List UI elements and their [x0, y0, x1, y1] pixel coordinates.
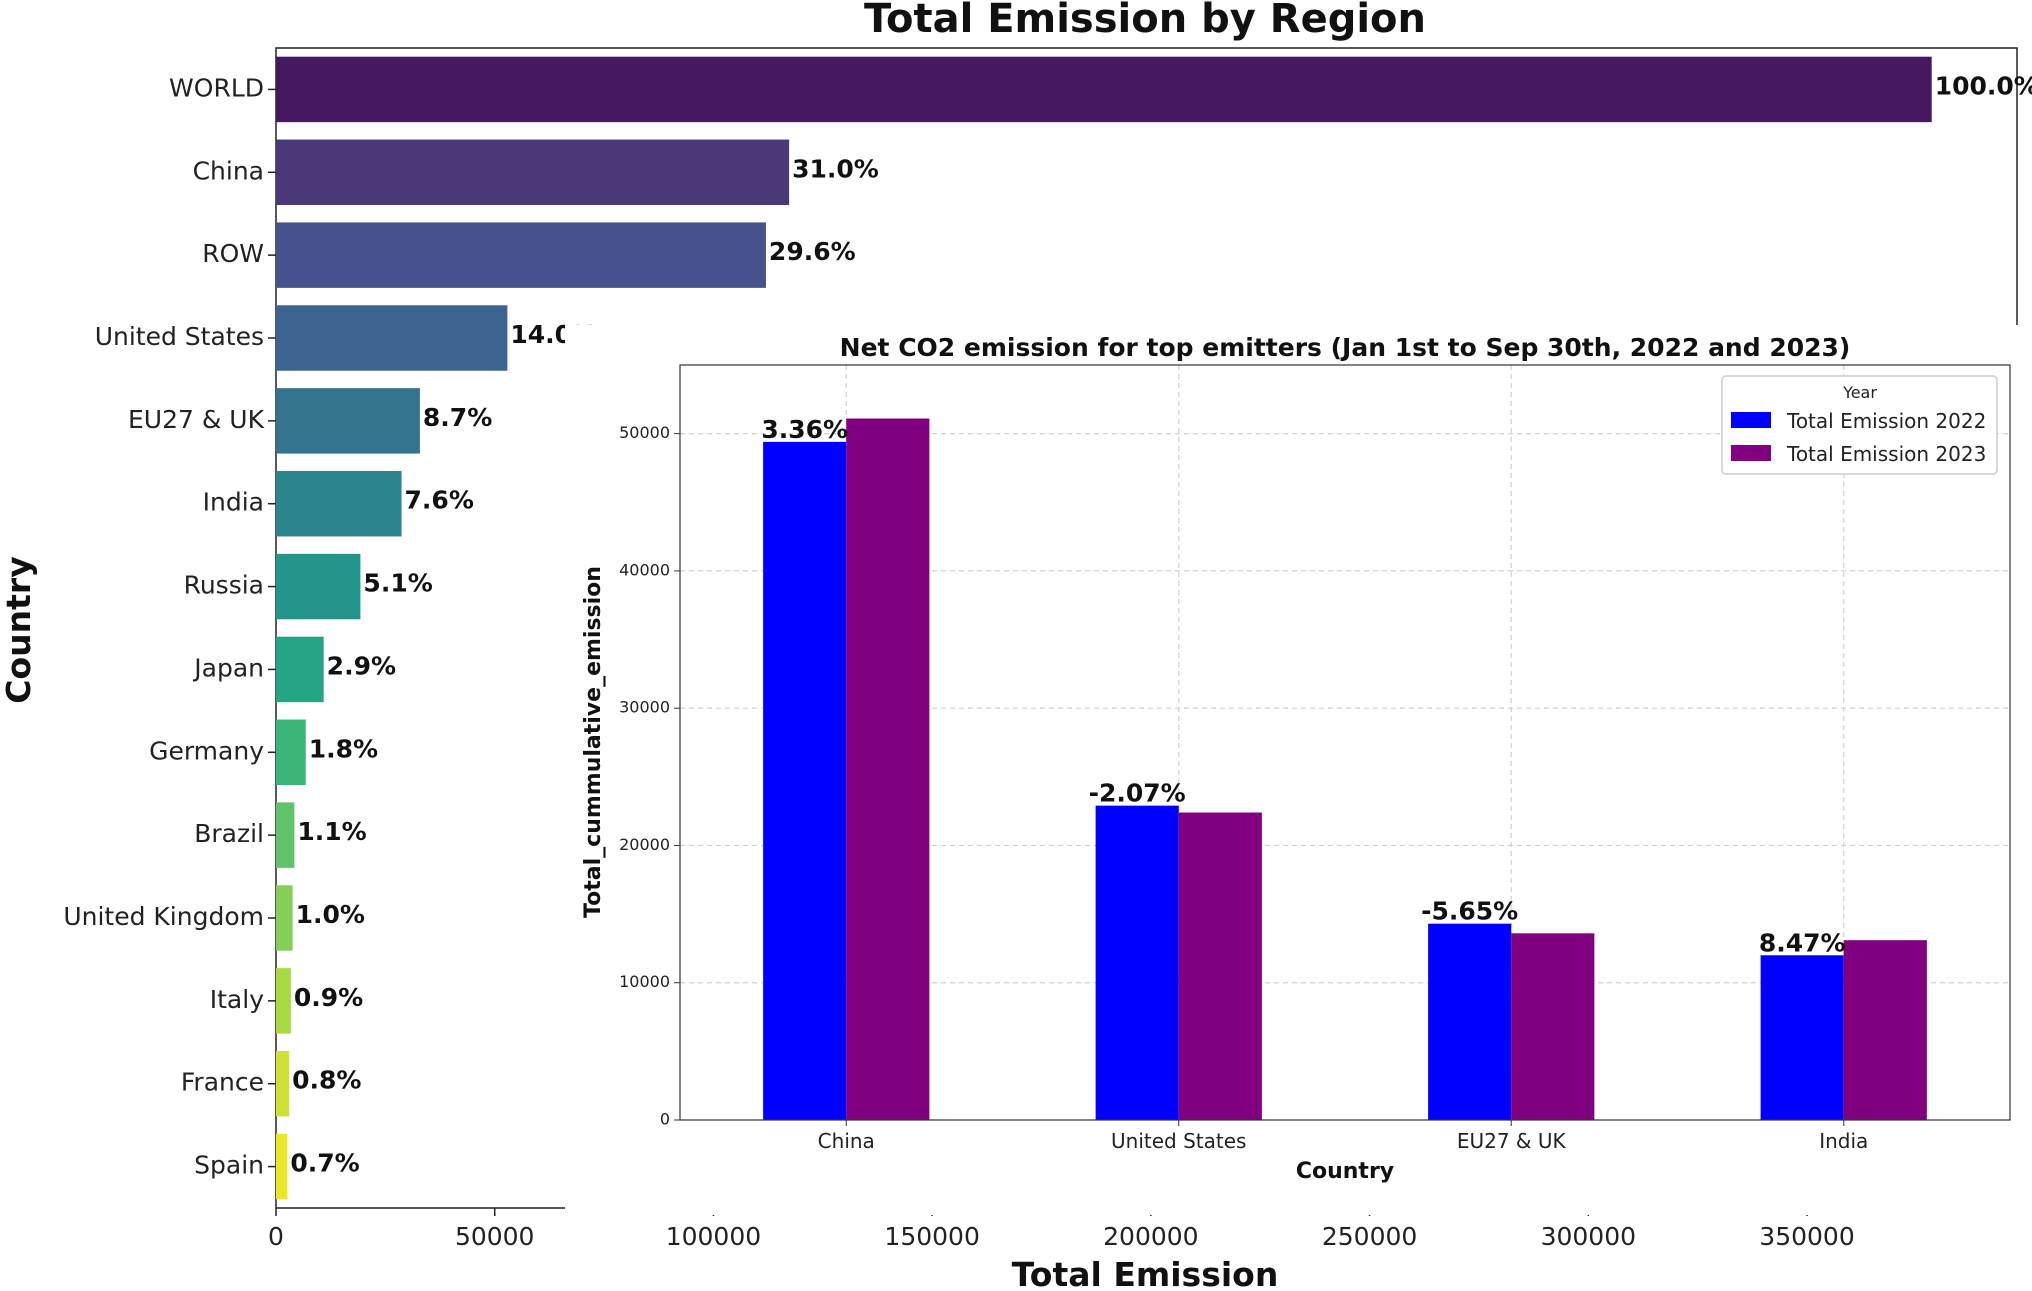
inset-y-tick-label: 30000 — [619, 698, 670, 717]
category-label-united-kingdom: United Kingdom — [63, 902, 264, 931]
x-tick-label: 300000 — [1541, 1222, 1636, 1251]
inset-x-axis-title: Country — [1296, 1159, 1394, 1184]
inset-chart-title: Net CO2 emission for top emitters (Jan 1… — [840, 333, 1851, 362]
bar-row — [276, 222, 766, 288]
pct-label-russia: 5.1% — [363, 569, 432, 598]
pct-label-italy: 0.9% — [294, 983, 363, 1012]
pct-label-united-kingdom: 1.0% — [296, 900, 365, 929]
pct-label-germany: 1.8% — [309, 734, 378, 763]
pct-label-spain: 0.7% — [290, 1149, 359, 1178]
legend-label-2022: Total Emission 2022 — [1786, 409, 1986, 433]
inset-category-label-eu27-uk: EU27 & UK — [1457, 1129, 1567, 1153]
inset-annotations: 3.36% -2.07% -5.65% 8.47% — [761, 415, 1845, 957]
inset-category-label-united-states: United States — [1111, 1129, 1246, 1153]
category-label-russia: Russia — [184, 571, 264, 600]
inset-category-label-china: China — [818, 1129, 875, 1153]
inset-bar-eu27-uk-2023 — [1511, 933, 1595, 1120]
legend-swatch-2023 — [1731, 445, 1771, 461]
inset-bar-india-2022 — [1760, 955, 1844, 1120]
legend-title: Year — [1842, 383, 1877, 402]
main-x-ticks: 0 50000 100000 150000 200000 250000 300000 3500… — [268, 1208, 1855, 1251]
inset-y-tick-label: 20000 — [619, 835, 670, 854]
bar-united-kingdom — [276, 885, 293, 951]
inset-category-labels: China United States EU27 & UK India — [818, 1120, 1868, 1153]
x-tick-label: 100000 — [666, 1222, 761, 1251]
bar-spain — [276, 1133, 288, 1200]
inset-y-ticks: 0 10000 20000 30000 40000 50000 — [619, 423, 680, 1129]
pct-label-india: 7.6% — [405, 486, 474, 515]
inset-plot-frame — [679, 364, 2011, 1121]
bar-eu27-uk — [276, 388, 420, 454]
category-label-world: WORLD — [169, 73, 264, 102]
inset-bar-united-states-2022 — [1095, 805, 1179, 1120]
bar-germany — [276, 719, 306, 786]
legend-box — [1721, 375, 1998, 475]
inset-annotation-india: 8.47% — [1759, 928, 1846, 957]
bar-world — [276, 56, 1932, 123]
legend-swatch-2022 — [1731, 412, 1771, 428]
bar-italy — [276, 968, 291, 1034]
category-label-japan: Japan — [192, 653, 264, 682]
inset-category-label-india: India — [1819, 1129, 1868, 1153]
legend-label-2023: Total Emission 2023 — [1786, 442, 1986, 466]
category-label-france: France — [181, 1068, 264, 1097]
bar-united-states — [276, 305, 508, 371]
inset-legend: Year Total Emission 2022 Total Emission … — [1721, 375, 1998, 475]
bar-russia — [276, 553, 361, 620]
bar-china — [276, 139, 790, 206]
category-label-united-states: United States — [95, 322, 264, 351]
x-tick-label: 250000 — [1322, 1222, 1417, 1251]
inset-bar-china-2023 — [846, 418, 930, 1120]
pct-label-world: 100.0% — [1935, 71, 2032, 100]
inset-bar-india-2023 — [1843, 940, 1927, 1120]
main-y-axis-title: Country — [0, 556, 38, 703]
inset-annotation-eu27-uk: -5.65% — [1421, 897, 1518, 926]
inset-y-tick-label: 0 — [660, 1110, 670, 1129]
inset-annotation-united-states: -2.07% — [1089, 779, 1186, 808]
main-bars: 100.0%31.0%29.6%14.0%8.7%7.6%5.1%2.9%1.8… — [276, 56, 2032, 1200]
bar-india — [276, 470, 402, 537]
category-label-germany: Germany — [149, 736, 264, 765]
inset-y-tick-label: 10000 — [619, 972, 670, 991]
main-x-axis-title: Total Emission — [1012, 1255, 1279, 1291]
inset-y-tick-label: 40000 — [619, 560, 670, 579]
x-tick-label: 0 — [268, 1222, 284, 1251]
category-label-china: China — [193, 156, 264, 185]
bar-france — [276, 1050, 290, 1117]
pct-label-brazil: 1.1% — [297, 817, 366, 846]
inset-bar-eu27-uk-2022 — [1428, 923, 1512, 1120]
bar-japan — [276, 636, 324, 703]
main-category-labels: WORLD China ROW United States EU27 & UK India… — [63, 73, 276, 1180]
pct-label-japan: 2.9% — [327, 651, 396, 680]
category-label-italy: Italy — [210, 985, 264, 1014]
x-tick-label: 150000 — [884, 1222, 979, 1251]
x-tick-label: 50000 — [455, 1222, 535, 1251]
category-label-brazil: Brazil — [194, 819, 264, 848]
category-label-india: India — [203, 488, 264, 517]
pct-label-china: 31.0% — [792, 154, 879, 183]
inset-bars — [763, 418, 1927, 1120]
bar-brazil — [276, 802, 295, 868]
category-label-eu27-uk: EU27 & UK — [128, 405, 265, 434]
inset-annotation-china: 3.36% — [761, 415, 848, 444]
inset-bar-united-states-2023 — [1178, 812, 1262, 1120]
category-label-row: ROW — [202, 239, 264, 268]
inset-y-tick-label: 50000 — [619, 423, 670, 442]
inset-y-axis-title: Total_cummulative_emission — [581, 566, 606, 918]
inset-bar-china-2022 — [763, 441, 847, 1120]
x-tick-label: 350000 — [1759, 1222, 1854, 1251]
x-tick-label: 200000 — [1103, 1222, 1198, 1251]
category-label-spain: Spain — [194, 1151, 264, 1180]
main-chart-title: Total Emission by Region — [864, 0, 1426, 42]
pct-label-eu27-uk: 8.7% — [423, 403, 492, 432]
pct-label-france: 0.8% — [292, 1066, 361, 1095]
pct-label-row: 29.6% — [769, 237, 856, 266]
